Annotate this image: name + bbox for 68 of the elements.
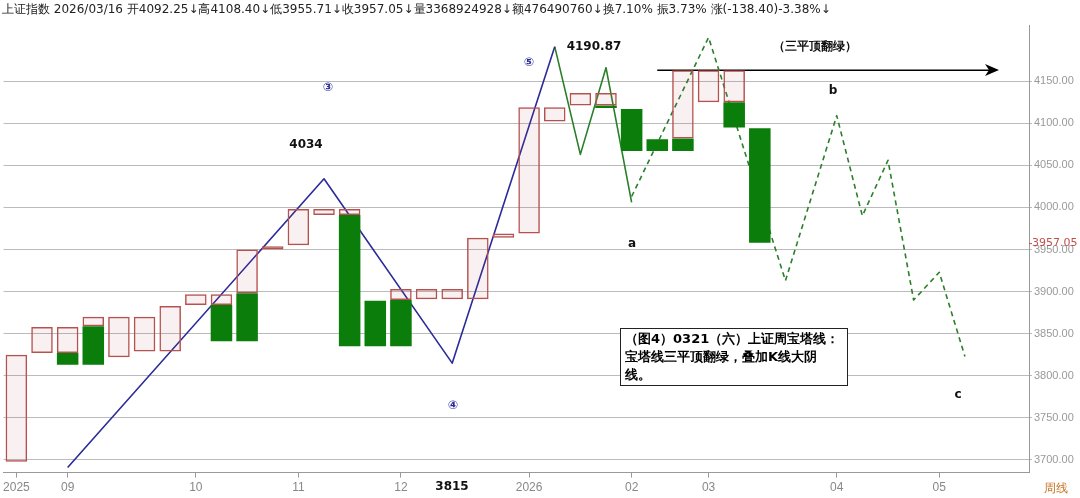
x-tick-label: 2026	[515, 480, 543, 495]
annotation: ③	[322, 80, 334, 94]
bar	[672, 70, 694, 139]
bar	[236, 249, 258, 294]
bar	[697, 70, 720, 103]
x-tick-label: 05	[932, 480, 947, 495]
chart-title: 上证指数 2026/03/16 开4092.25↓高4108.40↓低3955.71↓收3957.05↓量3368924928↓额476490760↓换7.10% 振3.73% 涨(-138.40)-3.38%↓	[2, 1, 831, 18]
bar	[723, 102, 745, 128]
bar	[749, 128, 771, 243]
bar	[56, 326, 79, 354]
bar	[287, 209, 310, 246]
x-tick-label: 11	[292, 480, 305, 495]
bar	[390, 300, 412, 347]
annotation: （三平顶翻绿）	[773, 37, 857, 55]
x-tick-label: 04	[830, 480, 844, 495]
y-tick-label: 3700.00	[1034, 453, 1074, 465]
bar	[569, 92, 592, 106]
bar	[518, 107, 540, 234]
bar	[338, 215, 361, 347]
y-tick-label: 4150.00	[1034, 74, 1074, 87]
bar	[185, 294, 207, 306]
y-tick-label: 3850.00	[1034, 326, 1074, 339]
x-tick-label: 2025	[3, 480, 31, 495]
annotation: c	[954, 387, 962, 401]
bar	[31, 326, 53, 354]
x-tick-label: 09	[60, 480, 75, 495]
bar	[723, 70, 745, 103]
bar	[646, 139, 669, 152]
annotation: b	[828, 83, 838, 97]
bar	[441, 289, 463, 300]
bar	[467, 237, 489, 300]
bar	[543, 107, 566, 122]
x-tick-label: 10	[189, 480, 203, 495]
bar	[390, 289, 412, 301]
y-tick-label: 4050.00	[1034, 158, 1074, 171]
annotation: （图4）0321（六）上证周宝塔线：宝塔线三平顶翻绿，叠加K线大阴线。	[620, 328, 848, 386]
bar	[313, 209, 335, 216]
bar	[595, 92, 617, 106]
text: 3815	[435, 479, 469, 493]
annotation: a	[627, 236, 637, 250]
x-tick-label: 02	[624, 480, 639, 495]
bar	[620, 108, 643, 152]
annotation: ⑤	[523, 55, 535, 69]
bar	[82, 326, 105, 365]
bar	[338, 209, 361, 216]
annotation: 4034	[289, 137, 323, 151]
bar	[210, 294, 233, 306]
bar	[133, 316, 156, 352]
annotation: 4190.87	[566, 39, 622, 53]
bar	[210, 305, 233, 342]
bar	[159, 305, 181, 352]
bar	[415, 289, 438, 300]
bar	[82, 316, 105, 327]
y-tick-label: 3800.00	[1034, 368, 1074, 381]
y-tick-label: 4000.00	[1034, 200, 1074, 213]
y-tick-label: 4100.00	[1034, 116, 1074, 129]
x-tick-label: 03	[701, 480, 716, 495]
x-tick-label: 12	[394, 480, 408, 495]
bar	[56, 353, 79, 365]
bar	[236, 293, 258, 342]
y-tick-label: 3750.00	[1034, 410, 1074, 423]
bar	[5, 354, 28, 462]
bar	[108, 316, 130, 358]
y-tick-label: 3900.00	[1034, 284, 1074, 297]
bar	[672, 138, 694, 152]
annotation: ④	[447, 398, 459, 412]
bar	[364, 300, 387, 347]
text: 周线	[1044, 480, 1068, 497]
